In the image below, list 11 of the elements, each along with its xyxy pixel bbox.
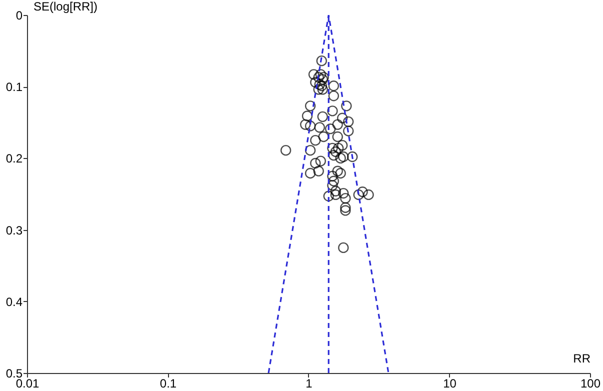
- y-tick-label: 0.2: [6, 152, 23, 166]
- x-tick-label: 100: [580, 376, 601, 390]
- x-tick-label: 10: [443, 376, 457, 390]
- y-tick-label: 0.3: [6, 223, 23, 238]
- y-tick-label: 0.4: [6, 294, 23, 309]
- y-tick-label: 0: [16, 8, 23, 22]
- y-tick-label: 0.1: [6, 80, 23, 94]
- x-tick-label: 1: [306, 376, 313, 390]
- y-axis-title: SE(log[RR]): [34, 0, 98, 14]
- x-tick-label: 0.1: [160, 376, 177, 390]
- x-axis-title: RR: [573, 352, 591, 366]
